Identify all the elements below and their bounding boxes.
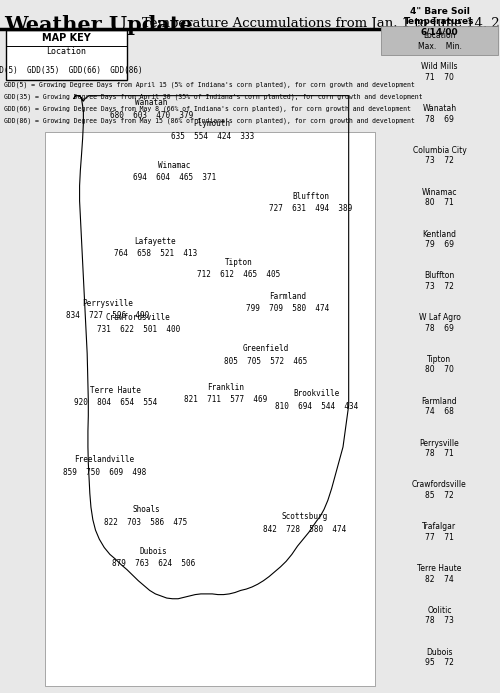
Text: Location
Max.    Min.: Location Max. Min.: [418, 31, 462, 51]
Text: Tipton
80    70: Tipton 80 70: [425, 355, 454, 374]
Text: 842  728  580  474: 842 728 580 474: [264, 525, 346, 534]
Text: GDD(66) = Growing Degree Days from May 8 (66% of Indiana's corn planted), for co: GDD(66) = Growing Degree Days from May 8…: [4, 105, 410, 112]
Text: 4" Bare Soil
Temperatures
6/14/00: 4" Bare Soil Temperatures 6/14/00: [404, 7, 475, 37]
Text: W Laf Agro
78    69: W Laf Agro 78 69: [418, 313, 461, 333]
Text: Terre Haute: Terre Haute: [90, 386, 141, 395]
Text: 764  658  521  413: 764 658 521 413: [114, 249, 197, 258]
Text: Farmland: Farmland: [270, 292, 306, 301]
Text: 821  711  577  469: 821 711 577 469: [184, 395, 267, 404]
Text: Plymouth: Plymouth: [194, 119, 230, 128]
Text: Shoals: Shoals: [132, 505, 160, 514]
Text: 694  604  465  371: 694 604 465 371: [132, 173, 216, 182]
Text: Wanatah: Wanatah: [136, 98, 168, 107]
Text: Winamac
80    71: Winamac 80 71: [422, 188, 457, 207]
Text: Perrysville
78    71: Perrysville 78 71: [420, 439, 460, 458]
Text: Bluffton: Bluffton: [292, 192, 330, 201]
Text: Freelandville: Freelandville: [74, 455, 134, 464]
Text: GDD(5)  GDD(35)  GDD(66)  GDD(86): GDD(5) GDD(35) GDD(66) GDD(86): [0, 66, 142, 75]
Text: 680  603  470  379: 680 603 470 379: [110, 111, 193, 120]
Text: Winamac: Winamac: [158, 161, 190, 170]
Text: Franklin: Franklin: [207, 383, 244, 392]
Text: Crawfordsville
85    72: Crawfordsville 85 72: [412, 480, 467, 500]
Text: 810  694  544  434: 810 694 544 434: [275, 402, 358, 411]
Text: 822  703  586  475: 822 703 586 475: [104, 518, 188, 527]
Text: Kentland
79    69: Kentland 79 69: [422, 229, 456, 249]
Text: 859  750  609  498: 859 750 609 498: [62, 468, 146, 477]
Text: Columbia City
73    72: Columbia City 73 72: [412, 146, 467, 166]
Text: Tipton: Tipton: [225, 258, 252, 267]
Text: Greenfield: Greenfield: [242, 344, 288, 353]
Text: Crawfordsville: Crawfordsville: [106, 313, 170, 322]
Text: MAP KEY: MAP KEY: [42, 33, 90, 42]
Text: Brookville: Brookville: [294, 389, 340, 398]
Text: 727  631  494  389: 727 631 494 389: [269, 204, 352, 213]
Text: Bluffton
73    72: Bluffton 73 72: [424, 272, 454, 291]
Text: Wild Mills
71    70: Wild Mills 71 70: [421, 62, 458, 82]
Text: 799  709  580  474: 799 709 580 474: [246, 304, 330, 313]
Text: Weather Update: Weather Update: [4, 15, 192, 35]
Text: 731  622  501  400: 731 622 501 400: [96, 325, 180, 334]
Text: 920  804  654  554: 920 804 654 554: [74, 398, 157, 407]
Text: Trafalgar
77    71: Trafalgar 77 71: [422, 523, 456, 542]
Text: 879  763  624  506: 879 763 624 506: [112, 559, 195, 568]
Text: GDD(5) = Growing Degree Days from April 15 (5% of Indiana's corn planted), for c: GDD(5) = Growing Degree Days from April …: [4, 82, 414, 88]
Text: Location: Location: [46, 47, 86, 56]
Text: 834  727  596  490: 834 727 596 490: [66, 311, 150, 320]
Text: 635  554  424  333: 635 554 424 333: [170, 132, 254, 141]
Text: GDD(35) = Growing Degree Days from April 30 (35% of Indiana's corn planted), for: GDD(35) = Growing Degree Days from April…: [4, 94, 422, 100]
Text: Lafayette: Lafayette: [134, 237, 176, 246]
Text: Wanatah
78    69: Wanatah 78 69: [422, 104, 456, 123]
Text: Farmland
74    68: Farmland 74 68: [422, 397, 458, 416]
FancyBboxPatch shape: [382, 26, 498, 55]
FancyBboxPatch shape: [6, 30, 127, 80]
Text: Perrysville: Perrysville: [82, 299, 134, 308]
Text: 805  705  572  465: 805 705 572 465: [224, 357, 307, 366]
Text: 712  612  465  405: 712 612 465 405: [197, 270, 280, 279]
Text: Dubois
95    72: Dubois 95 72: [425, 648, 454, 667]
FancyBboxPatch shape: [46, 132, 375, 686]
Text: Oolitic
78    73: Oolitic 78 73: [425, 606, 454, 625]
Text: Temperature Accumulations from Jan. 1 to June 14, 2000: Temperature Accumulations from Jan. 1 to…: [142, 17, 500, 30]
Text: Dubois: Dubois: [140, 547, 168, 556]
Text: GDD(86) = Growing Degree Days from May 15 (86% of Indiana's corn planted), for c: GDD(86) = Growing Degree Days from May 1…: [4, 117, 414, 123]
Text: Terre Haute
82    74: Terre Haute 82 74: [418, 564, 462, 584]
Text: Scottsburg: Scottsburg: [282, 512, 328, 521]
